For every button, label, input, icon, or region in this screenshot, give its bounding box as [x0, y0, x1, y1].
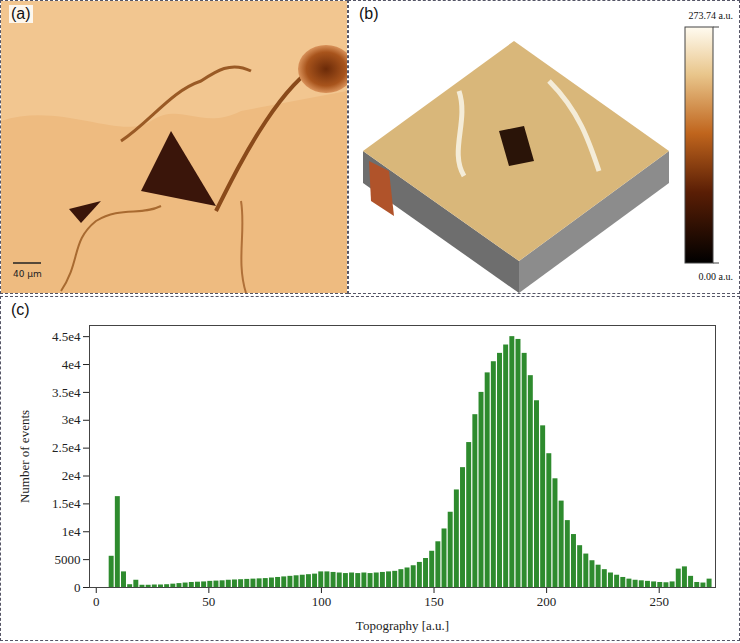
- svg-text:4e4: 4e4: [62, 357, 81, 372]
- html-text:(c): (c): [11, 301, 30, 318]
- svg-text:4.5e4: 4.5e4: [52, 329, 81, 344]
- html-text:(a): (a): [11, 5, 31, 22]
- svg-text:50: 50: [202, 594, 215, 609]
- html-text:(b): (b): [359, 5, 379, 22]
- svg-text:3e4: 3e4: [62, 412, 81, 427]
- svg-text:200: 200: [537, 594, 557, 609]
- svg-text:1.5e4: 1.5e4: [52, 496, 81, 511]
- svg-text:Number of events: Number of events: [17, 410, 32, 503]
- svg-text:150: 150: [424, 594, 444, 609]
- svg-text:0: 0: [74, 580, 81, 595]
- svg-text:273.74 a.u.: 273.74 a.u.: [689, 10, 733, 21]
- svg-text:40 μm: 40 μm: [13, 269, 42, 279]
- svg-text:3.5e4: 3.5e4: [52, 385, 81, 400]
- svg-text:250: 250: [649, 594, 669, 609]
- svg-text:1e4: 1e4: [62, 524, 81, 539]
- svg-text:0: 0: [93, 594, 100, 609]
- svg-text:2e4: 2e4: [62, 468, 81, 483]
- svg-text:Topography [a.u.]: Topography [a.u.]: [356, 618, 449, 633]
- svg-text:2.5e4: 2.5e4: [52, 440, 81, 455]
- svg-text:0.00 a.u.: 0.00 a.u.: [699, 271, 733, 282]
- svg-text:5000: 5000: [55, 552, 81, 567]
- svg-text:100: 100: [312, 594, 332, 609]
